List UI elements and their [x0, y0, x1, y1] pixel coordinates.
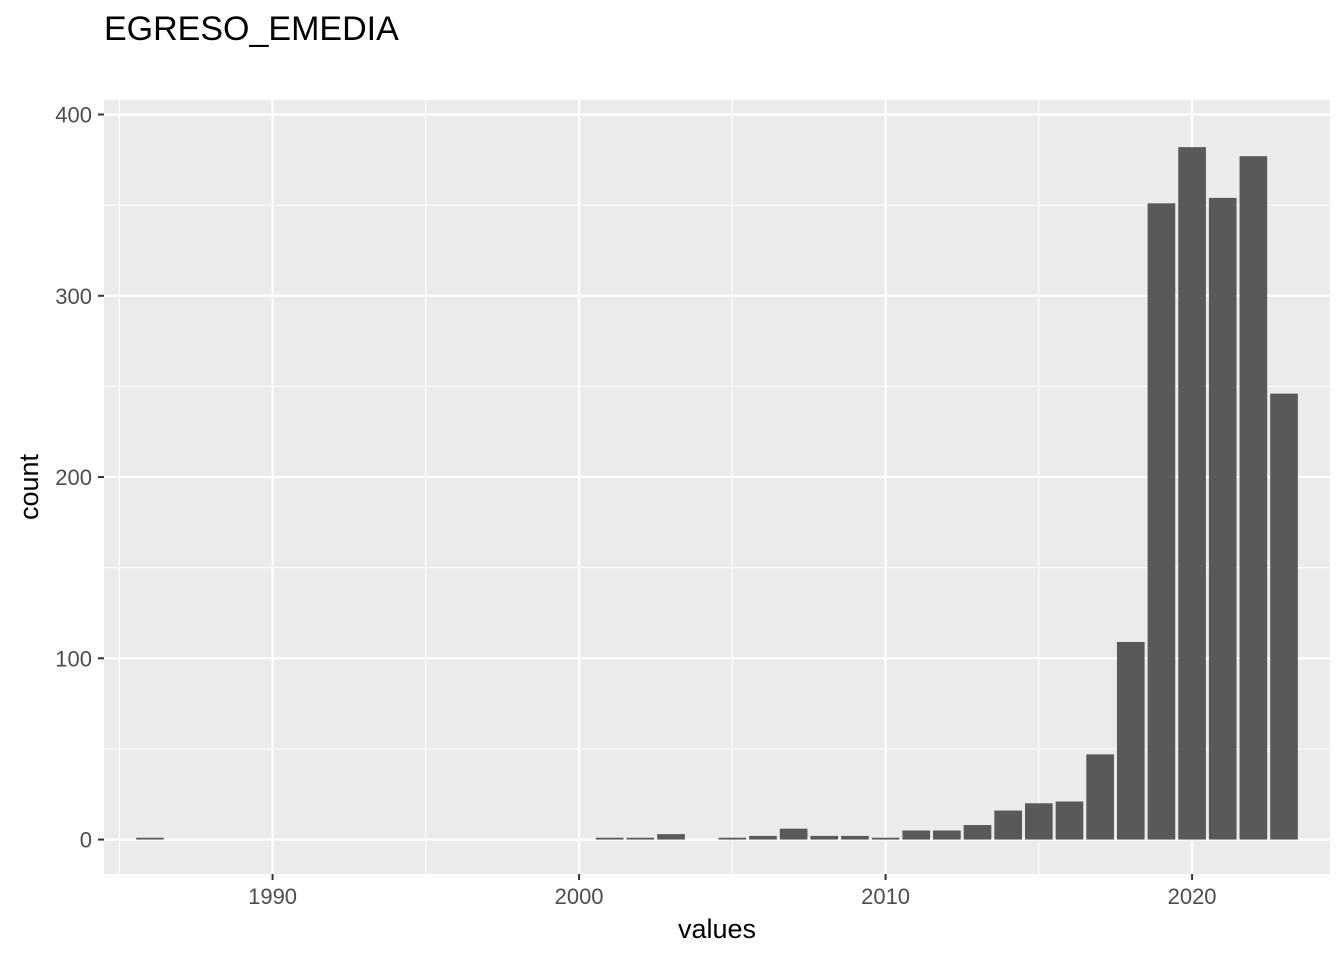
histogram-bar	[1086, 754, 1114, 840]
histogram-bar	[1147, 203, 1176, 840]
x-tick-label: 2000	[555, 884, 604, 909]
x-tick-label: 1990	[248, 884, 297, 909]
histogram-bar	[994, 810, 1022, 840]
histogram-bar	[1116, 641, 1145, 840]
histogram-bar	[779, 828, 808, 840]
histogram-bar	[718, 837, 747, 840]
x-tick-label: 2020	[1168, 884, 1217, 909]
y-tick-label: 400	[55, 103, 92, 128]
histogram-bar	[657, 834, 685, 840]
histogram-bar	[871, 837, 900, 840]
chart-title: EGRESO_EMEDIA	[104, 10, 399, 48]
axes: 0 100 200 300 400 1990 2000 2010 2020	[55, 103, 1216, 909]
histogram-bar	[810, 835, 839, 840]
histogram-bars	[136, 147, 1298, 840]
histogram-bar	[1270, 393, 1298, 840]
plot-panel	[104, 100, 1330, 874]
histogram-bar	[1208, 197, 1237, 840]
y-tick-label: 100	[55, 646, 92, 671]
histogram-bar	[626, 837, 655, 840]
histogram-bar	[136, 837, 164, 840]
histogram-bar	[595, 837, 624, 840]
histogram-bar	[1025, 803, 1053, 840]
histogram-bar	[1178, 147, 1206, 840]
y-tick-label: 0	[80, 828, 92, 853]
histogram-bar	[963, 825, 992, 840]
y-tick-label: 300	[55, 284, 92, 309]
histogram-bar	[1239, 156, 1268, 840]
histogram-bar	[902, 830, 931, 840]
y-axis-title: count	[14, 453, 44, 520]
y-tick-label: 200	[55, 465, 92, 490]
histogram-bar	[933, 830, 961, 840]
histogram-bar	[841, 835, 869, 840]
x-tick-label: 2010	[861, 884, 910, 909]
histogram-bar	[1055, 801, 1084, 840]
histogram-bar	[749, 835, 777, 840]
minor-gridlines	[104, 100, 1330, 874]
x-axis-title: values	[678, 914, 756, 944]
